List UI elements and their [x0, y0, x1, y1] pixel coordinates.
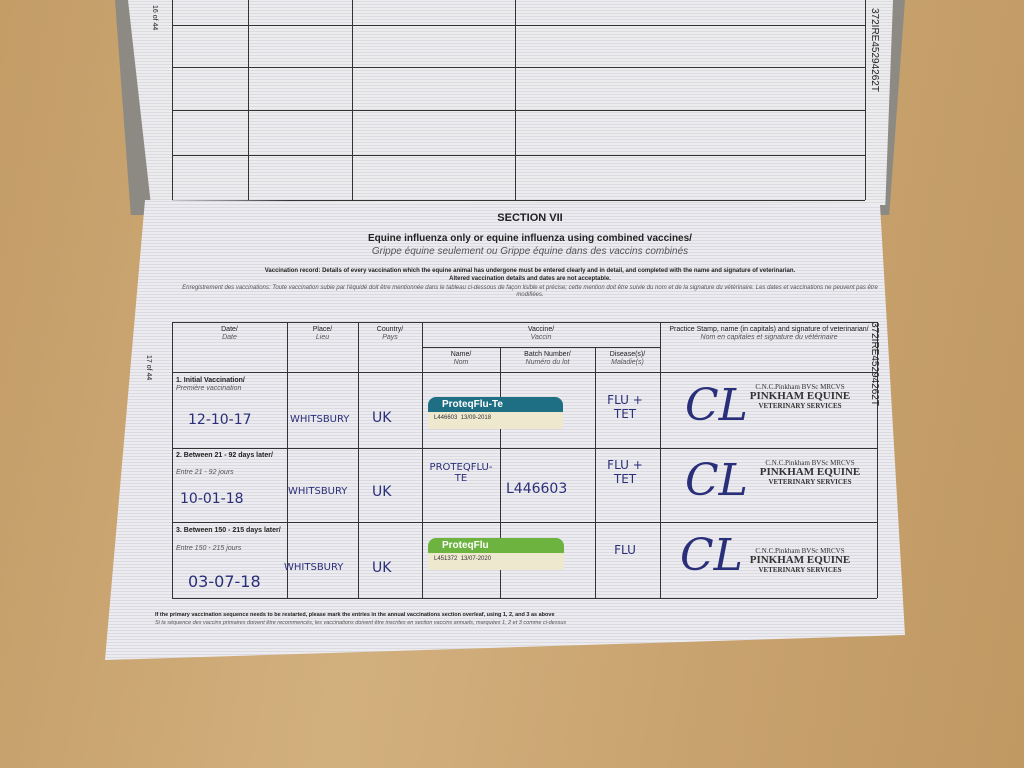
sticker-brand: ProteqFlu — [428, 538, 564, 553]
footer-note-fr: Si la séquence des vaccins primaires doi… — [155, 620, 567, 626]
header-date-fr: Date — [222, 334, 237, 342]
country-value: UK — [372, 560, 392, 576]
section-subtitle: Equine influenza only or equine influenz… — [368, 233, 692, 244]
signature: CL — [685, 380, 748, 431]
header-place: Place/ — [312, 326, 333, 333]
sticker-exp: 13/07-2020 — [460, 556, 492, 562]
batch-value: L446603 — [506, 481, 568, 497]
header-stamp-fr: Nom en capitales et signature du vétérin… — [700, 334, 838, 342]
page-number-bottom: 17 of 44 — [145, 355, 152, 381]
disease-value: FLU — [614, 543, 636, 557]
instructions-en-2: Altered vaccination details and dates ar… — [449, 276, 611, 282]
practice-stamp: C.N.C.Pinkham BVSc MRCVS PINKHAM EQUINE VE… — [749, 383, 851, 410]
country-value: UK — [372, 410, 392, 426]
row-label-fr: Première vaccination — [176, 385, 242, 392]
page-number-top: 16 of 44 — [151, 5, 158, 31]
practice-stamp: C.N.C.Pinkham BVSc MRCVS PINKHAM EQUINE VE… — [759, 459, 861, 486]
signature: CL — [680, 530, 743, 581]
date-value: 03-07-18 — [188, 572, 261, 591]
row-label-fr: Entre 21 - 92 jours — [176, 469, 234, 476]
place-value: WHITSBURY — [288, 486, 348, 497]
instructions-en: Vaccination record: Details of every vac… — [264, 268, 796, 274]
vaccine-sticker: ProteqFlu L451372 13/07-2020 — [428, 538, 564, 570]
disease-value: FLU + TET — [607, 393, 643, 421]
header-batch: Batch Number/ — [524, 351, 571, 358]
header-date: Date/ — [221, 326, 238, 333]
date-value: 12-10-17 — [188, 412, 252, 428]
sticker-brand: ProteqFlu-Te — [428, 397, 563, 412]
previous-page — [128, 0, 893, 205]
header-place-fr: Lieu — [315, 334, 330, 342]
sticker-batch: L446603 — [434, 415, 458, 421]
vaccine-name-value: PROTEQFLU-TE — [429, 462, 493, 484]
header-country: Country/ — [376, 326, 404, 333]
row-label: 3. Between 150 - 215 days later/ — [176, 527, 281, 534]
instructions-fr: Enregistrement des vaccinations: Toute v… — [182, 285, 878, 299]
vaccine-sticker: ProteqFlu-Te L446603 13/09-2018 — [428, 397, 563, 429]
sticker-batch: L451372 — [434, 556, 458, 562]
row-label: 1. Initial Vaccination/ — [176, 377, 245, 384]
header-country-fr: Pays — [382, 334, 398, 342]
header-vaccine-fr: Vaccin — [530, 334, 552, 342]
passport-id-bottom: 372IRE45294262T — [869, 322, 880, 406]
place-value: WHITSBURY — [284, 562, 344, 573]
practice-stamp: C.N.C.Pinkham BVSc MRCVS PINKHAM EQUINE VE… — [749, 547, 851, 574]
sticker-exp: 13/09-2018 — [460, 415, 492, 421]
disease-value: FLU + TET — [607, 458, 643, 486]
header-name-fr: Nom — [453, 359, 469, 367]
header-name: Name/ — [450, 351, 472, 358]
header-disease: Disease(s)/ — [609, 351, 646, 358]
place-value: WHITSBURY — [290, 414, 350, 425]
row-label-fr: Entre 150 - 215 jours — [176, 545, 242, 552]
section-subtitle-fr: Grippe équine seulement ou Grippe équine… — [371, 246, 689, 257]
header-batch-fr: Numéro du lot — [525, 359, 570, 367]
header-stamp: Practice Stamp, name (in capitals) and s… — [669, 326, 869, 333]
footer-note-en: If the primary vaccination sequence need… — [155, 612, 555, 618]
row-label: 2. Between 21 - 92 days later/ — [176, 452, 273, 459]
country-value: UK — [372, 484, 392, 500]
section-title: SECTION VII — [497, 212, 563, 224]
header-vaccine: Vaccine/ — [527, 326, 555, 333]
signature: CL — [685, 455, 748, 506]
passport-id-top: 372IRE45294262T — [869, 8, 880, 92]
header-disease-fr: Maladie(s) — [611, 359, 644, 367]
date-value: 10-01-18 — [180, 491, 244, 507]
